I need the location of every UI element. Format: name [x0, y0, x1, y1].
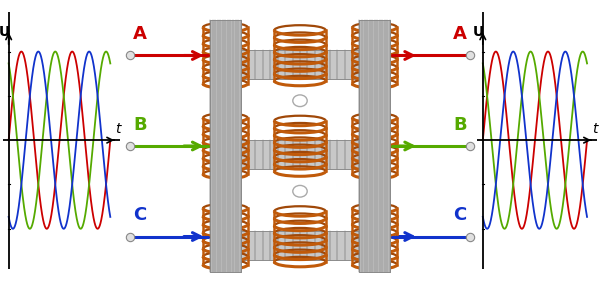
Bar: [241, 50, 359, 79]
Text: t: t: [115, 122, 121, 136]
Text: U: U: [473, 25, 484, 39]
Text: U: U: [0, 25, 10, 39]
Bar: [241, 50, 359, 79]
Text: B: B: [133, 116, 146, 134]
Bar: [210, 20, 241, 272]
Bar: [241, 231, 359, 260]
Circle shape: [293, 95, 307, 107]
Bar: [359, 20, 390, 272]
Text: C: C: [133, 206, 146, 224]
Bar: [241, 140, 359, 169]
Circle shape: [293, 185, 307, 197]
Bar: [241, 140, 359, 169]
Text: A: A: [133, 25, 147, 43]
Text: t: t: [592, 122, 598, 136]
Bar: [359, 20, 390, 272]
Bar: [241, 231, 359, 260]
Bar: [210, 20, 241, 272]
Text: B: B: [454, 116, 467, 134]
Text: C: C: [454, 206, 467, 224]
Text: A: A: [453, 25, 467, 43]
